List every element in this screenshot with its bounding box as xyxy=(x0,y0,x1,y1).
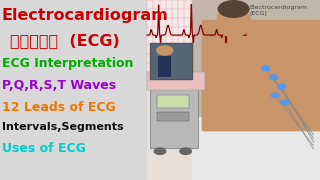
Circle shape xyxy=(157,46,173,55)
FancyBboxPatch shape xyxy=(147,72,205,90)
Ellipse shape xyxy=(218,0,250,18)
Text: 12 Leads of ECG: 12 Leads of ECG xyxy=(2,101,115,114)
Circle shape xyxy=(269,75,278,80)
FancyBboxPatch shape xyxy=(158,56,171,77)
Bar xyxy=(147,0,320,180)
Text: हिंदी  (ECG): हिंदी (ECG) xyxy=(10,33,119,48)
Circle shape xyxy=(277,84,286,89)
Ellipse shape xyxy=(216,5,251,38)
Circle shape xyxy=(180,148,191,154)
Bar xyxy=(147,0,246,81)
Text: Intervals,Segments: Intervals,Segments xyxy=(2,122,123,132)
FancyBboxPatch shape xyxy=(202,20,320,131)
Bar xyxy=(192,0,320,180)
FancyBboxPatch shape xyxy=(150,79,198,148)
Text: Uses of ECG: Uses of ECG xyxy=(2,142,85,155)
Bar xyxy=(157,112,189,121)
Circle shape xyxy=(281,100,289,105)
Circle shape xyxy=(271,93,279,98)
Text: Electrocardiogram: Electrocardiogram xyxy=(2,8,168,23)
Text: P,Q,R,S,T Waves: P,Q,R,S,T Waves xyxy=(2,79,116,92)
Circle shape xyxy=(154,148,166,154)
FancyBboxPatch shape xyxy=(157,95,189,108)
FancyBboxPatch shape xyxy=(150,43,192,79)
Bar xyxy=(192,117,320,180)
Text: ECG Interpretation: ECG Interpretation xyxy=(2,57,133,70)
Circle shape xyxy=(261,66,270,71)
Text: Electrocardiogram
(ECG): Electrocardiogram (ECG) xyxy=(250,5,308,16)
